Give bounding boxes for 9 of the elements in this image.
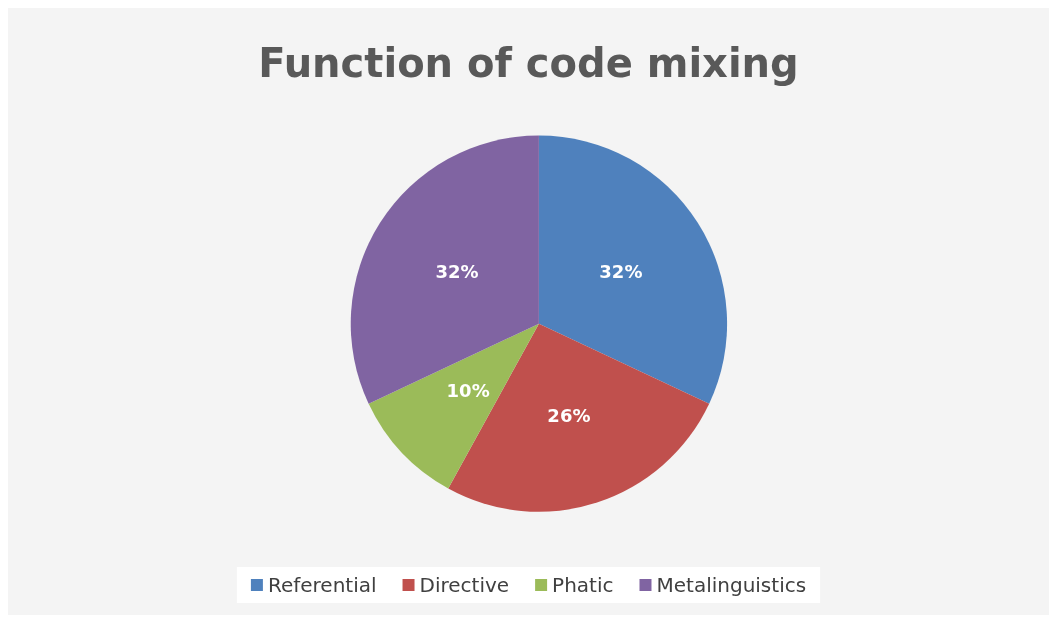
legend-label: Metalinguistics xyxy=(656,573,807,597)
data-label: 26% xyxy=(547,405,591,427)
legend-label: Phatic xyxy=(552,573,614,597)
legend-label: Referential xyxy=(267,573,377,597)
legend-label: Directive xyxy=(419,573,510,597)
data-label: 32% xyxy=(599,261,643,283)
data-label: 32% xyxy=(435,261,479,283)
chart-title: Function of code mixing xyxy=(258,40,799,86)
data-label: 10% xyxy=(446,379,490,401)
